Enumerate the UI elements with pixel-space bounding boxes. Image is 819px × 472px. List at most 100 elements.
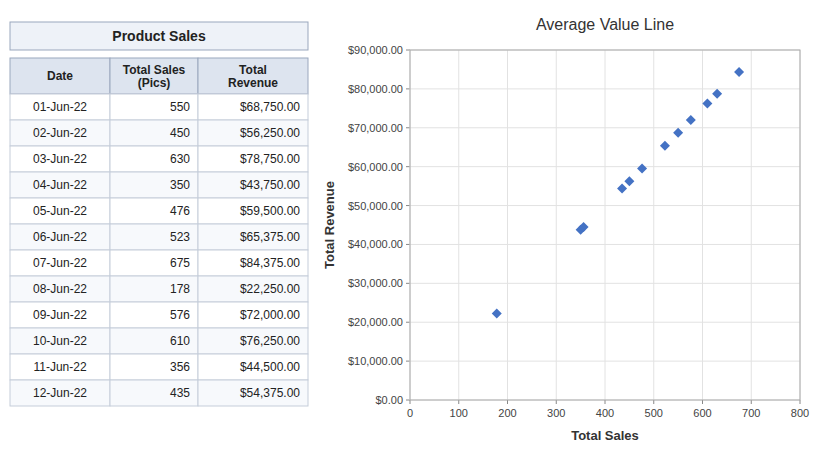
cell-text: 630 bbox=[170, 152, 190, 166]
y-tick-label: $70,000.00 bbox=[348, 122, 403, 134]
cell-text: $44,500.00 bbox=[240, 360, 300, 374]
point bbox=[492, 308, 502, 318]
cell-text: $43,750.00 bbox=[240, 178, 300, 192]
grid-line bbox=[556, 50, 557, 400]
cell-text: 576 bbox=[170, 308, 190, 322]
x-tick-label: 700 bbox=[742, 407, 760, 419]
table-cell bbox=[198, 276, 308, 302]
cell-text: 10-Jun-22 bbox=[33, 334, 87, 348]
table-cell bbox=[110, 94, 198, 120]
cell-text: $65,375.00 bbox=[240, 230, 300, 244]
x-tick-label: 300 bbox=[547, 407, 565, 419]
y-tick-label: $90,000.00 bbox=[348, 44, 403, 56]
tick-mark bbox=[410, 400, 411, 404]
table-cell bbox=[198, 328, 308, 354]
table-cell bbox=[10, 380, 110, 406]
table-cell bbox=[10, 328, 110, 354]
tick-mark bbox=[406, 361, 410, 362]
tick-mark bbox=[406, 166, 410, 167]
y-tick-label: $0.00 bbox=[375, 394, 403, 406]
plot-frame bbox=[410, 50, 800, 400]
x-axis-label: Total Sales bbox=[571, 428, 639, 443]
header-cell bbox=[110, 58, 198, 94]
table-cell bbox=[10, 276, 110, 302]
tick-mark bbox=[605, 400, 606, 404]
cell-text: 476 bbox=[170, 204, 190, 218]
table-cell bbox=[110, 120, 198, 146]
y-tick-label: $20,000.00 bbox=[348, 316, 403, 328]
tick-mark bbox=[406, 244, 410, 245]
x-tick-label: 100 bbox=[450, 407, 468, 419]
table-cell bbox=[110, 302, 198, 328]
cell-text: $76,250.00 bbox=[240, 334, 300, 348]
tick-mark bbox=[406, 322, 410, 323]
cell-text: $54,375.00 bbox=[240, 386, 300, 400]
cell-text: 03-Jun-22 bbox=[33, 152, 87, 166]
table-cell bbox=[198, 94, 308, 120]
table-cell bbox=[198, 120, 308, 146]
column-header: TotalRevenue bbox=[228, 63, 278, 90]
column-header: Date bbox=[47, 69, 73, 83]
tick-mark bbox=[653, 400, 654, 404]
tick-mark bbox=[406, 400, 410, 401]
tick-mark bbox=[406, 283, 410, 284]
cell-text: 350 bbox=[170, 178, 190, 192]
x-tick-label: 600 bbox=[693, 407, 711, 419]
cell-text: 08-Jun-22 bbox=[33, 282, 87, 296]
table-cell bbox=[198, 146, 308, 172]
point bbox=[673, 128, 683, 138]
tick-mark bbox=[406, 205, 410, 206]
cell-text: $78,750.00 bbox=[240, 152, 300, 166]
table-cell bbox=[110, 380, 198, 406]
plot-area bbox=[410, 50, 800, 400]
point bbox=[734, 67, 744, 77]
table-cell bbox=[10, 146, 110, 172]
cell-text: 01-Jun-22 bbox=[33, 100, 87, 114]
table-cell bbox=[198, 198, 308, 224]
cell-text: 550 bbox=[170, 100, 190, 114]
cell-text: 04-Jun-22 bbox=[33, 178, 87, 192]
table-title-cell bbox=[10, 22, 308, 50]
table-cell bbox=[10, 250, 110, 276]
cell-text: $59,500.00 bbox=[240, 204, 300, 218]
table-cell bbox=[198, 250, 308, 276]
cell-text: 09-Jun-22 bbox=[33, 308, 87, 322]
tick-mark bbox=[507, 400, 508, 404]
table-title: Product Sales bbox=[112, 28, 206, 44]
tick-mark bbox=[458, 400, 459, 404]
table-cell bbox=[110, 172, 198, 198]
x-tick-label: 500 bbox=[645, 407, 663, 419]
point bbox=[624, 176, 634, 186]
y-tick-label: $60,000.00 bbox=[348, 161, 403, 173]
cell-text: $56,250.00 bbox=[240, 126, 300, 140]
grid-line bbox=[751, 50, 752, 400]
cell-text: 610 bbox=[170, 334, 190, 348]
y-tick-label: $10,000.00 bbox=[348, 355, 403, 367]
table-cell bbox=[10, 302, 110, 328]
cell-text: 07-Jun-22 bbox=[33, 256, 87, 270]
cell-text: 12-Jun-22 bbox=[33, 386, 87, 400]
y-tick-label: $80,000.00 bbox=[348, 83, 403, 95]
table-cell bbox=[110, 224, 198, 250]
cell-text: 06-Jun-22 bbox=[33, 230, 87, 244]
grid-line bbox=[507, 50, 508, 400]
tick-mark bbox=[556, 400, 557, 404]
cell-text: 435 bbox=[170, 386, 190, 400]
column-header: Total Sales(Pics) bbox=[123, 63, 186, 90]
table-cell bbox=[198, 224, 308, 250]
table-cell bbox=[198, 172, 308, 198]
x-tick-label: 800 bbox=[791, 407, 809, 419]
table-cell bbox=[110, 354, 198, 380]
table-cell bbox=[10, 172, 110, 198]
tick-mark bbox=[406, 127, 410, 128]
table-cell bbox=[198, 302, 308, 328]
tick-mark bbox=[406, 50, 410, 51]
table-cell bbox=[10, 120, 110, 146]
cell-text: 523 bbox=[170, 230, 190, 244]
y-tick-label: $30,000.00 bbox=[348, 277, 403, 289]
point bbox=[617, 184, 627, 194]
cell-text: 11-Jun-22 bbox=[33, 360, 86, 374]
tick-mark bbox=[406, 88, 410, 89]
header-cell bbox=[10, 58, 110, 94]
table-cell bbox=[110, 250, 198, 276]
